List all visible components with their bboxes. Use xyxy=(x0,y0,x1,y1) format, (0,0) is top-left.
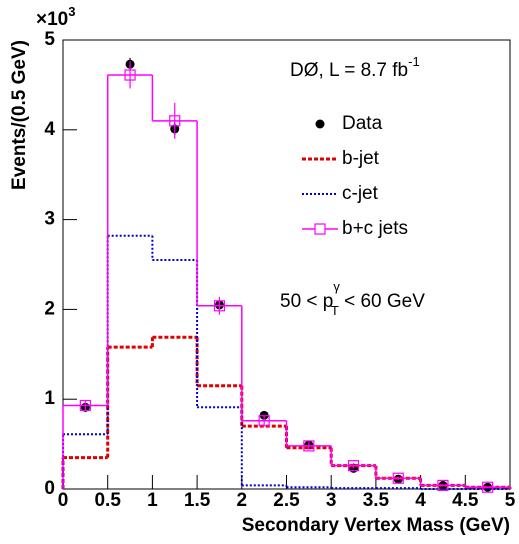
y-tick-label: 4 xyxy=(44,119,55,140)
y-multiplier-exp: 3 xyxy=(68,4,75,19)
point-marker xyxy=(392,472,404,484)
x-tick-label: 4.5 xyxy=(452,490,479,511)
point-marker xyxy=(347,460,360,472)
x-tick-label: 1.5 xyxy=(184,490,211,511)
point-marker xyxy=(213,300,226,312)
annotation-sup: γ xyxy=(333,279,340,294)
y-tick-label: 1 xyxy=(44,388,55,409)
annotation-lumi: DØ, L = 8.7 fb-1 xyxy=(290,54,420,81)
point-marker xyxy=(79,399,91,412)
annotation-sub: T xyxy=(331,303,339,318)
y-axis-title: Events/(0.5 GeV) xyxy=(9,40,30,190)
y-multiplier: ×103 xyxy=(36,4,75,30)
y-tick-label: 5 xyxy=(44,29,55,50)
point-marker xyxy=(169,115,181,127)
annotation-part: DØ, L = 8.7 fb xyxy=(290,60,408,81)
x-axis-title: Secondary Vertex Mass (GeV) xyxy=(242,515,510,536)
annotation-sup: -1 xyxy=(408,54,420,69)
x-tick-label: 5 xyxy=(505,490,516,511)
point-marker xyxy=(303,440,315,452)
x-tick-label: 0.5 xyxy=(94,490,121,511)
x-tick-label: 2.5 xyxy=(273,490,300,511)
legend-label: b-jet xyxy=(342,148,380,169)
legend-label: Data xyxy=(342,113,383,134)
legend-marker xyxy=(315,119,325,129)
x-tick-label: 3 xyxy=(326,490,337,511)
legend-marker xyxy=(314,223,326,235)
x-tick-label: 0 xyxy=(58,490,69,511)
x-tick-label: 3.5 xyxy=(363,490,390,511)
y-tick-label: 2 xyxy=(44,298,55,319)
point-marker xyxy=(258,415,270,427)
point-marker xyxy=(482,481,494,493)
y-tick-label: 3 xyxy=(44,209,55,230)
x-tick-label: 2 xyxy=(237,490,248,511)
legend-label: b+c jets xyxy=(342,218,408,239)
legend-label: c-jet xyxy=(342,183,379,204)
point-marker xyxy=(437,479,449,492)
y-multiplier-base: ×10 xyxy=(36,9,68,30)
annotation-part: 50 < p xyxy=(280,291,333,312)
x-tick-label: 4 xyxy=(415,490,426,511)
point-marker xyxy=(124,69,136,81)
annotation-part: < 60 GeV xyxy=(339,291,425,312)
x-tick-label: 1 xyxy=(147,490,158,511)
y-tick-label: 0 xyxy=(44,478,55,499)
annotation-range: 50 < pγ T < 60 GeV xyxy=(280,279,425,318)
